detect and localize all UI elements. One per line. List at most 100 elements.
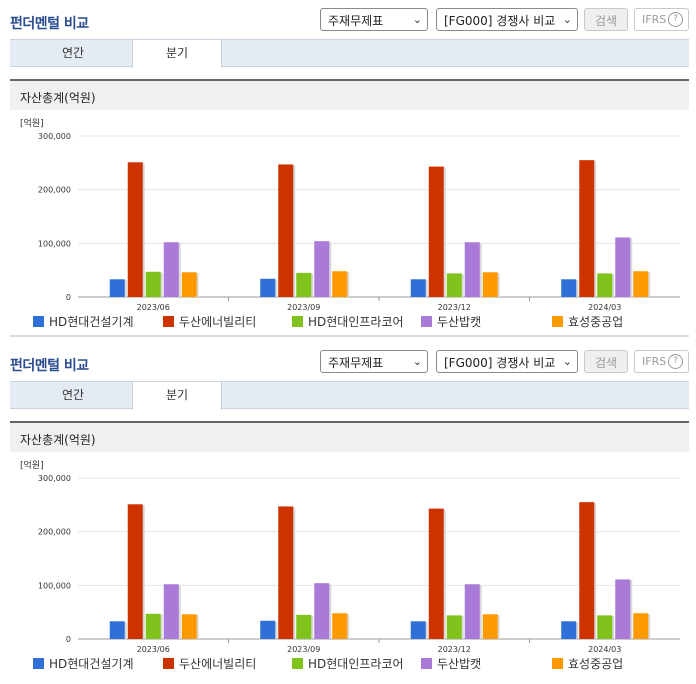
statement-type-value: 주재무제표 bbox=[328, 356, 384, 370]
search-button[interactable]: 검색 bbox=[584, 8, 628, 31]
legend-label: 두산밥캣 bbox=[437, 657, 482, 671]
legend-swatch bbox=[292, 316, 303, 327]
legend-label: HD현대인프라코어 bbox=[308, 657, 404, 671]
comparison-group-value: [FG000] 경쟁사 비교 bbox=[444, 356, 556, 370]
ifrs-label: IFRS bbox=[642, 355, 667, 368]
tab-annual[interactable]: 연간 bbox=[61, 46, 85, 60]
y-tick-label: 100,000 bbox=[38, 581, 71, 590]
comparison-group-value: [FG000] 경쟁사 비교 bbox=[444, 14, 556, 28]
legend-item[interactable]: 효성중공업 bbox=[552, 313, 623, 330]
panel-title: 펀더멘털 비교 bbox=[10, 358, 89, 374]
bar bbox=[332, 271, 348, 297]
bar bbox=[296, 272, 312, 297]
bar bbox=[332, 613, 348, 639]
y-tick-label: 0 bbox=[66, 293, 71, 302]
bar bbox=[314, 241, 330, 297]
bar bbox=[260, 278, 276, 297]
legend-swatch bbox=[292, 658, 303, 669]
legend-label: 효성중공업 bbox=[568, 657, 624, 671]
legend-label: HD현대인프라코어 bbox=[308, 315, 404, 329]
bar bbox=[482, 614, 498, 639]
help-icon[interactable]: ? bbox=[668, 12, 683, 27]
x-tick-label: 2023/06 bbox=[137, 303, 170, 312]
legend-item[interactable]: 두산밥캣 bbox=[421, 655, 481, 672]
bar bbox=[278, 506, 294, 639]
bar bbox=[615, 237, 631, 297]
legend-item[interactable]: 두산에너빌리티 bbox=[163, 655, 256, 672]
x-tick-label: 2023/12 bbox=[438, 303, 471, 312]
x-tick-label: 2024/03 bbox=[588, 645, 621, 654]
statement-type-select[interactable]: 주재무제표 ⌄ bbox=[320, 8, 428, 31]
bar bbox=[127, 504, 143, 639]
legend-item[interactable]: HD현대인프라코어 bbox=[292, 313, 404, 330]
search-button[interactable]: 검색 bbox=[584, 350, 628, 373]
bar bbox=[260, 620, 276, 639]
bar bbox=[410, 279, 426, 297]
chevron-down-icon: ⌄ bbox=[412, 13, 422, 26]
legend-swatch bbox=[33, 316, 44, 327]
bar bbox=[446, 273, 462, 297]
chevron-down-icon: ⌄ bbox=[562, 13, 572, 26]
help-icon[interactable]: ? bbox=[668, 354, 683, 369]
legend-swatch bbox=[163, 316, 174, 327]
legend-label: 효성중공업 bbox=[568, 315, 624, 329]
comparison-group-select[interactable]: [FG000] 경쟁사 비교 ⌄ bbox=[436, 8, 578, 31]
bar bbox=[579, 502, 595, 639]
bar bbox=[579, 160, 595, 297]
divider bbox=[10, 335, 689, 337]
legend-swatch bbox=[33, 658, 44, 669]
legend-item[interactable]: 두산밥캣 bbox=[421, 313, 481, 330]
bar bbox=[145, 271, 161, 297]
bar bbox=[633, 613, 649, 639]
bar bbox=[314, 583, 330, 639]
ifrs-button[interactable]: IFRS ? bbox=[634, 8, 689, 31]
legend-item[interactable]: HD현대인프라코어 bbox=[292, 655, 404, 672]
bar bbox=[278, 164, 294, 297]
period-tabs: 연간 분기 bbox=[10, 39, 689, 68]
chart-legend: HD현대건설기계 두산에너빌리티 HD현대인프라코어 두산밥캣 효성중공업 bbox=[33, 655, 693, 672]
bar bbox=[163, 242, 179, 297]
bar bbox=[597, 273, 613, 297]
period-tabs: 연간 분기 bbox=[10, 381, 689, 410]
legend-item[interactable]: 두산에너빌리티 bbox=[163, 313, 256, 330]
statement-type-select[interactable]: 주재무제표 ⌄ bbox=[320, 350, 428, 373]
bar bbox=[109, 621, 125, 639]
ifrs-label: IFRS bbox=[642, 13, 667, 26]
chevron-down-icon: ⌄ bbox=[562, 355, 572, 368]
bar bbox=[561, 621, 577, 639]
y-unit-label: [억원] bbox=[20, 459, 44, 471]
bar bbox=[410, 621, 426, 639]
fundamental-panel-1: 펀더멘털 비교 주재무제표 ⌄ [FG000] 경쟁사 비교 ⌄ 검색 IFRS… bbox=[10, 8, 693, 337]
tab-quarterly[interactable]: 분기 bbox=[132, 381, 222, 410]
bar bbox=[633, 271, 649, 297]
y-tick-label: 100,000 bbox=[38, 239, 71, 248]
ifrs-button[interactable]: IFRS ? bbox=[634, 350, 689, 373]
legend-item[interactable]: HD현대건설기계 bbox=[33, 313, 134, 330]
chevron-down-icon: ⌄ bbox=[412, 355, 422, 368]
legend-swatch bbox=[421, 316, 432, 327]
legend-label: 두산에너빌리티 bbox=[179, 657, 257, 671]
comparison-group-select[interactable]: [FG000] 경쟁사 비교 ⌄ bbox=[436, 350, 578, 373]
x-tick-label: 2023/12 bbox=[438, 645, 471, 654]
y-tick-label: 200,000 bbox=[38, 186, 71, 195]
legend-swatch bbox=[421, 658, 432, 669]
legend-label: HD현대건설기계 bbox=[49, 657, 134, 671]
legend-item[interactable]: HD현대건설기계 bbox=[33, 655, 134, 672]
bar bbox=[127, 162, 143, 297]
x-tick-label: 2023/06 bbox=[137, 645, 170, 654]
bar bbox=[615, 579, 631, 639]
bar bbox=[446, 615, 462, 639]
bar bbox=[109, 279, 125, 297]
bar bbox=[181, 272, 197, 297]
chart-legend: HD현대건설기계 두산에너빌리티 HD현대인프라코어 두산밥캣 효성중공업 bbox=[33, 313, 693, 330]
fundamental-panel-2: 펀더멘털 비교 주재무제표 ⌄ [FG000] 경쟁사 비교 ⌄ 검색 IFRS… bbox=[0, 342, 696, 684]
bar bbox=[428, 166, 444, 297]
y-tick-label: 200,000 bbox=[38, 528, 71, 537]
y-tick-label: 300,000 bbox=[38, 132, 71, 141]
panel-title: 펀더멘털 비교 bbox=[10, 16, 89, 32]
legend-item[interactable]: 효성중공업 bbox=[552, 655, 623, 672]
tab-annual[interactable]: 연간 bbox=[61, 388, 85, 402]
tab-quarterly[interactable]: 분기 bbox=[132, 39, 222, 68]
x-tick-label: 2023/09 bbox=[287, 645, 320, 654]
legend-label: 두산에너빌리티 bbox=[179, 315, 257, 329]
